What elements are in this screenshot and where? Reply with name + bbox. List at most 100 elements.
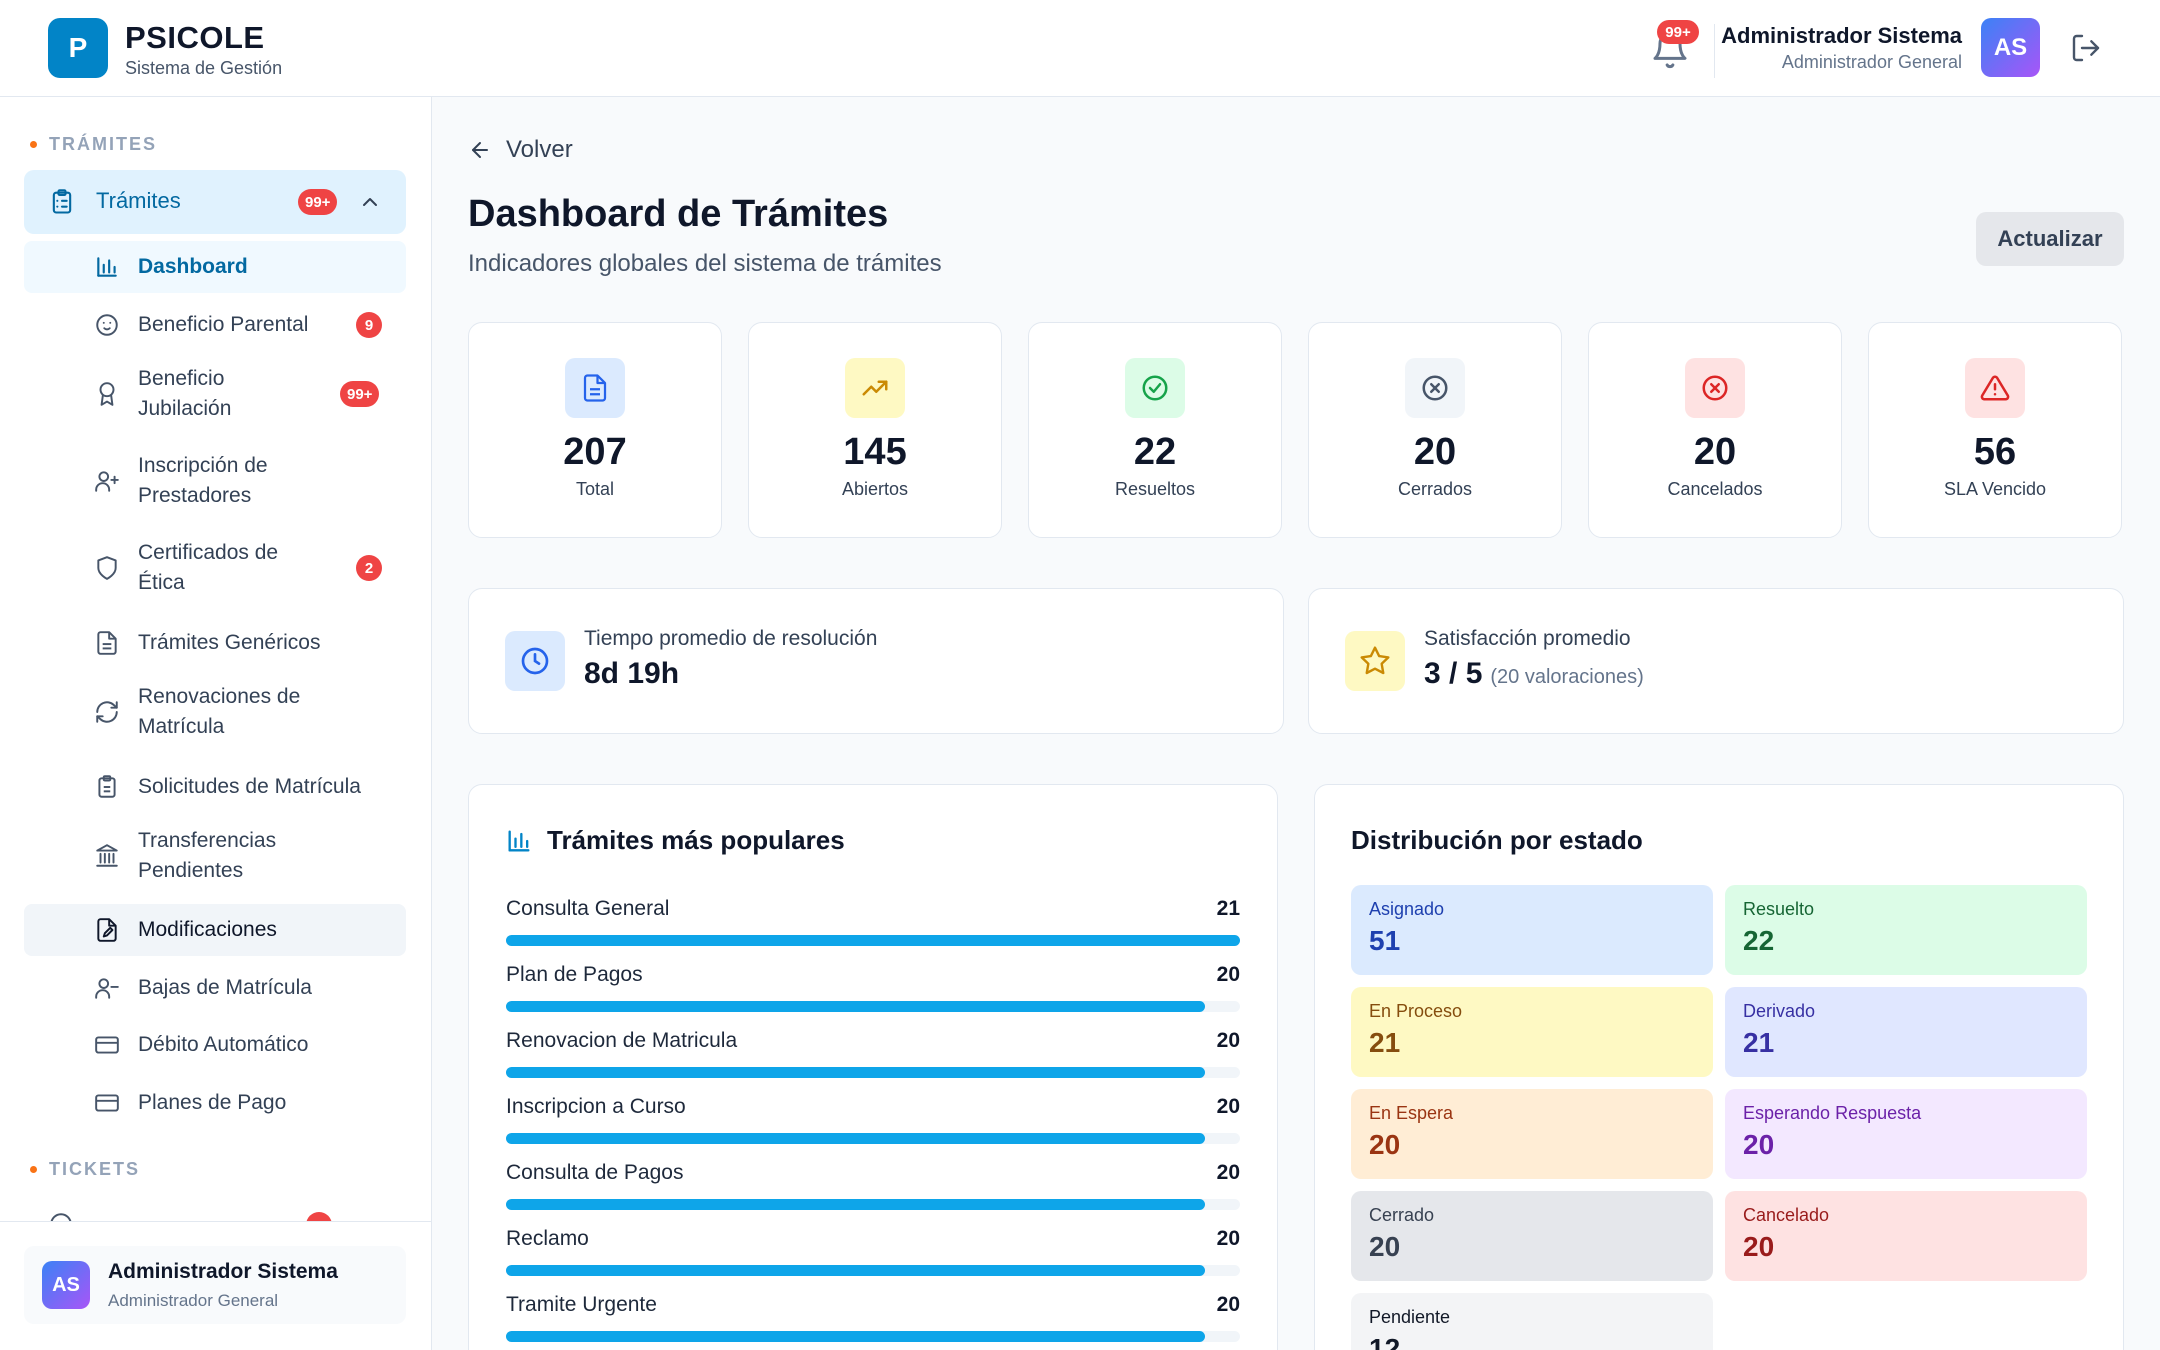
sidebar-item-label: Planes de Pago (138, 1091, 287, 1114)
sidebar-item-transferencias-pendientes[interactable]: Transferencias Pendientes (24, 819, 406, 893)
refresh-button[interactable]: Actualizar (1976, 212, 2124, 266)
popular-bar-fill (506, 1133, 1206, 1144)
stat-value: 22 (1133, 431, 1177, 473)
status-tile-value: 12 (1369, 1333, 1401, 1350)
stat-card-total: 207 Total (468, 322, 722, 538)
status-tile-label: Esperando Respuesta (1743, 1103, 1922, 1123)
file-edit-icon (97, 918, 117, 942)
sidebar-item-label: Modificaciones (138, 918, 277, 941)
sidebar-user-card[interactable]: AS Administrador Sistema Administrador G… (24, 1246, 406, 1324)
stat-value: 207 (563, 431, 627, 473)
popular-bar-row: Tramite Urgente 20 (506, 1293, 1240, 1350)
popular-bar-name: Consulta General (506, 897, 670, 920)
status-tile: Cerrado 20 (1351, 1191, 1713, 1281)
sidebar-item-beneficio-jubilacion[interactable]: Beneficio Jubilación 99+ (24, 357, 406, 431)
award-icon (99, 382, 115, 406)
sidebar-item-modificaciones[interactable]: Modificaciones (24, 904, 406, 956)
x-circle-icon (1422, 375, 1448, 401)
popular-bar-row: Consulta General 21 (506, 897, 1240, 963)
sidebar-item-dashboard[interactable]: Dashboard (24, 241, 406, 293)
header-user-name: Administrador Sistema (1721, 23, 1962, 48)
status-tile-label: Derivado (1743, 1001, 1816, 1021)
status-tile: Pendiente 12 (1351, 1293, 1713, 1350)
status-tile-label: En Proceso (1369, 1001, 1463, 1021)
section-dot (30, 1166, 37, 1173)
arrow-left-icon (472, 142, 488, 158)
stat-card-sla-vencido: 56 SLA Vencido (1868, 322, 2122, 538)
stat-icon-box (1125, 358, 1185, 418)
sidebar-user-avatar: AS (42, 1261, 90, 1309)
status-tile: En Espera 20 (1351, 1089, 1713, 1179)
sidebar-item-label: Dashboard (138, 255, 248, 278)
status-tile-value: 21 (1743, 1027, 1775, 1058)
popular-bar-name: Inscripcion a Curso (506, 1095, 686, 1118)
popular-bar-count: 20 (1216, 1095, 1240, 1118)
popular-panel-title-text: Trámites más populares (547, 825, 845, 855)
popular-bar-count: 20 (1216, 1293, 1240, 1316)
logout-icon[interactable] (2070, 32, 2102, 64)
stat-card-abiertos: 145 Abiertos (748, 322, 1002, 538)
sidebar-group-tramites[interactable]: Trámites 99+ (24, 170, 406, 234)
status-tile-label: En Espera (1369, 1103, 1454, 1123)
clipboard-list-icon (52, 189, 72, 214)
avg-resolution-card: Tiempo promedio de resolución 8d 19h (468, 588, 1284, 734)
info-icon-box (505, 631, 565, 691)
refresh-icon (96, 701, 118, 723)
popular-bar-name: Plan de Pagos (506, 963, 643, 986)
stat-value: 56 (1973, 431, 2017, 473)
sidebar-user-role: Administrador General (108, 1291, 279, 1310)
clipboard-icon (98, 775, 116, 798)
popular-bar-count: 20 (1216, 1161, 1240, 1184)
stat-value: 20 (1693, 431, 1737, 473)
status-tile-value: 51 (1369, 925, 1401, 956)
status-tile-value: 21 (1369, 1027, 1401, 1058)
stat-card-cerrados: 20 Cerrados (1308, 322, 1562, 538)
sidebar-footer: AS Administrador Sistema Administrador G… (0, 1221, 431, 1350)
popular-bar-track (506, 935, 1240, 946)
sidebar-item-badge: 2 (356, 555, 382, 581)
popular-bar-fill (506, 1331, 1206, 1342)
sidebar-item-bajas-matricula[interactable]: Bajas de Matrícula (24, 962, 406, 1014)
sidebar-item-planes-pago[interactable]: Planes de Pago (24, 1077, 406, 1129)
status-tile-label: Cerrado (1369, 1205, 1435, 1225)
sidebar-item-certificados-etica[interactable]: Certificados de Ética 2 (24, 531, 406, 605)
sidebar-item-beneficio-parental[interactable]: Beneficio Parental 9 (24, 299, 406, 351)
distribution-panel-title: Distribución por estado (1351, 825, 1643, 856)
bank-icon (96, 844, 118, 867)
sidebar-item-label: Trámites Genéricos (138, 631, 321, 654)
sidebar-item-label: Bajas de Matrícula (138, 976, 312, 999)
satisfaction-value: 3 / 5 (1424, 657, 1483, 690)
satisfaction-count: (20 valoraciones) (1490, 666, 1644, 688)
avg-resolution-label: Tiempo promedio de resolución (584, 627, 878, 650)
back-link[interactable]: Volver (468, 136, 573, 164)
stat-icon-box (845, 358, 905, 418)
sidebar-item-badge: 99+ (340, 381, 380, 407)
page-title: Dashboard de Trámites (468, 193, 889, 235)
stat-icon-box (1685, 358, 1745, 418)
popular-bar-row: Renovacion de Matricula 20 (506, 1029, 1240, 1095)
sidebar-item-inscripcion-prestadores[interactable]: Inscripción de Prestadores (24, 444, 406, 518)
section-dot (30, 141, 37, 148)
status-tile-value: 22 (1743, 925, 1775, 956)
sidebar-item-tramites-genericos[interactable]: Trámites Genéricos (24, 617, 406, 669)
sidebar-item-renovaciones-matricula[interactable]: Renovaciones de Matrícula (24, 675, 406, 749)
stat-label: Abiertos (841, 479, 909, 499)
stat-card-cancelados: 20 Cancelados (1588, 322, 1842, 538)
satisfaction-label: Satisfacción promedio (1424, 627, 1631, 650)
status-tile: Esperando Respuesta 20 (1725, 1089, 2087, 1179)
sidebar-item-label: Renovaciones de Matrícula (138, 685, 301, 738)
app-logo[interactable]: P (48, 18, 108, 78)
sidebar-item-solicitudes-matricula[interactable]: Solicitudes de Matrícula (24, 761, 406, 813)
sidebar-group-label: Trámites (96, 188, 181, 213)
chevron-up-icon[interactable] (358, 190, 382, 214)
info-icon-box (1345, 631, 1405, 691)
stat-label: SLA Vencido (1943, 479, 2047, 499)
sidebar-item-debito-automatico[interactable]: Débito Automático (24, 1019, 406, 1071)
sidebar-item-label: Solicitudes de Matrícula (138, 775, 361, 798)
popular-bar-track (506, 1133, 1240, 1144)
sidebar-item-label: Certificados de Ética (138, 541, 279, 594)
status-tile-label: Resuelto (1743, 899, 1815, 919)
stat-card-resueltos: 22 Resueltos (1028, 322, 1282, 538)
user-avatar[interactable]: AS (1981, 18, 2040, 77)
popular-bar-row: Reclamo 20 (506, 1227, 1240, 1293)
